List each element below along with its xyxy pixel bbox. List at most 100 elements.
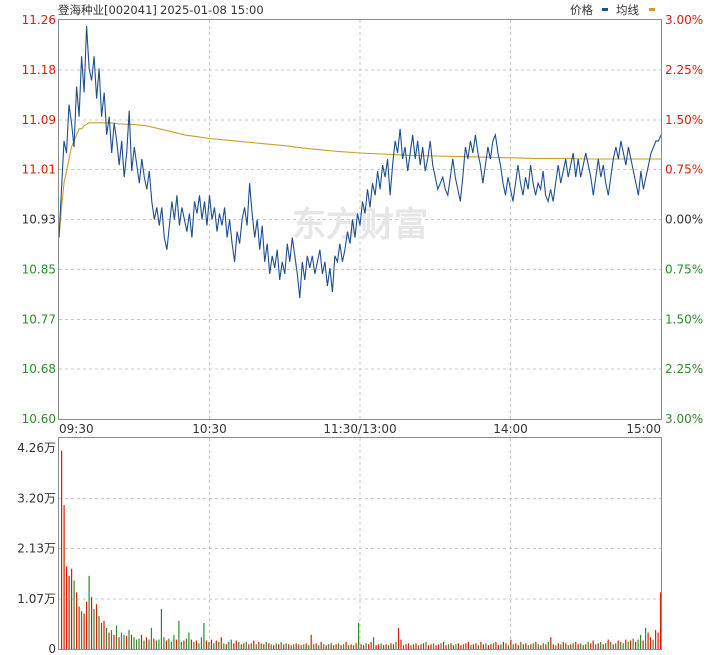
volume-bar bbox=[330, 643, 332, 649]
volume-bar bbox=[238, 641, 240, 649]
volume-bar bbox=[447, 644, 450, 649]
volume-bar bbox=[345, 641, 347, 649]
volume-bar bbox=[577, 644, 579, 649]
price-tick-label: 10.77 bbox=[22, 312, 56, 326]
volume-bar bbox=[175, 639, 177, 649]
volume-bar bbox=[647, 632, 649, 649]
volume-bar bbox=[422, 643, 425, 649]
volume-bar bbox=[188, 632, 190, 649]
chart-title: 登海种业[002041] bbox=[58, 3, 157, 17]
volume-bar bbox=[512, 644, 514, 649]
volume-bar bbox=[383, 645, 385, 649]
volume-bar bbox=[530, 644, 532, 649]
volume-bar bbox=[270, 644, 272, 649]
volume-bar bbox=[545, 644, 547, 649]
volume-tick-label: 2.13万 bbox=[17, 542, 56, 556]
volume-bar bbox=[437, 644, 440, 649]
volume-bar bbox=[310, 634, 312, 649]
volume-bar bbox=[153, 638, 155, 649]
time-axis-labels: 09:30 10:30 11:30/13:00 14:00 15:00 bbox=[59, 422, 661, 436]
volume-bar bbox=[303, 644, 305, 649]
volume-bar bbox=[615, 643, 617, 649]
volume-bar bbox=[395, 641, 397, 649]
volume-bar bbox=[120, 632, 123, 649]
volume-bar bbox=[193, 641, 195, 649]
volume-bar bbox=[208, 641, 210, 649]
volume-bar bbox=[213, 643, 215, 649]
volume-bar bbox=[590, 643, 592, 649]
volume-bar bbox=[450, 643, 452, 649]
volume-tick-label: 4.26万 bbox=[17, 441, 56, 455]
volume-bar bbox=[460, 645, 462, 649]
volume-bar bbox=[100, 623, 103, 649]
volume-bar bbox=[260, 643, 262, 649]
volume-bar bbox=[195, 640, 197, 649]
volume-bar bbox=[652, 639, 654, 649]
volume-bar bbox=[285, 643, 287, 649]
volume-bar bbox=[620, 641, 622, 649]
volume-bar bbox=[63, 505, 65, 649]
volume-bar bbox=[66, 566, 68, 649]
volume-bar bbox=[323, 644, 325, 649]
pct-y-labels: 3.00% 2.25% 1.50% 0.75% 0.00% 0.75% 1.50% 2.25%… bbox=[665, 13, 703, 426]
volume-bar bbox=[258, 641, 260, 649]
volume-bars-layer bbox=[61, 450, 662, 649]
time-tick-label: 15:00 bbox=[626, 422, 661, 436]
volume-bar bbox=[265, 641, 267, 649]
volume-bar bbox=[560, 644, 562, 649]
volume-bar bbox=[597, 643, 599, 649]
volume-bar bbox=[500, 644, 502, 649]
volume-bar bbox=[160, 608, 162, 649]
volume-bar bbox=[138, 638, 140, 649]
volume-bar bbox=[76, 592, 78, 649]
volume-bar bbox=[532, 643, 534, 649]
volume-bar bbox=[225, 644, 227, 649]
volume-bar bbox=[412, 644, 415, 649]
volume-bar bbox=[505, 643, 507, 649]
volume-bar bbox=[295, 643, 297, 649]
volume-bar bbox=[507, 645, 509, 649]
volume-bar bbox=[630, 640, 632, 649]
volume-bar bbox=[328, 644, 330, 649]
price-y-labels: 11.26 11.18 11.09 11.01 10.93 10.85 10.77 10.68… bbox=[22, 13, 56, 426]
volume-bar bbox=[148, 639, 150, 649]
volume-bar bbox=[625, 639, 627, 649]
volume-bar bbox=[250, 643, 252, 649]
volume-bar bbox=[253, 640, 255, 649]
volume-bar bbox=[627, 641, 629, 649]
volume-bar bbox=[143, 640, 145, 649]
volume-bar bbox=[640, 634, 642, 649]
volume-bar bbox=[392, 644, 395, 649]
volume-bar bbox=[602, 644, 604, 649]
volume-bar bbox=[325, 645, 327, 649]
volume-bar bbox=[480, 641, 482, 649]
volume-bar bbox=[83, 613, 85, 649]
volume-bar bbox=[410, 645, 412, 649]
price-panel-frame bbox=[58, 19, 662, 420]
time-tick-label: 09:30 bbox=[59, 422, 94, 436]
volume-bar bbox=[622, 643, 624, 649]
volume-bar bbox=[113, 634, 115, 649]
volume-bar bbox=[482, 644, 484, 649]
volume-bar bbox=[210, 639, 212, 649]
pct-tick-label: 3.00% bbox=[665, 13, 703, 27]
volume-bar bbox=[570, 644, 572, 649]
volume-bar bbox=[462, 644, 464, 649]
volume-bar bbox=[235, 640, 237, 649]
volume-bar bbox=[527, 645, 529, 649]
price-tick-label: 11.26 bbox=[22, 13, 56, 27]
volume-bar bbox=[435, 645, 437, 649]
volume-bar bbox=[515, 643, 517, 649]
volume-bar bbox=[452, 645, 454, 649]
pct-tick-label: 0.00% bbox=[665, 213, 703, 227]
avg-line-layer bbox=[58, 122, 661, 238]
volume-bar bbox=[198, 643, 200, 649]
price-tick-label: 11.09 bbox=[22, 113, 56, 127]
volume-bar bbox=[240, 644, 242, 649]
volume-bar bbox=[305, 643, 307, 649]
volume-bar bbox=[587, 641, 589, 649]
volume-bar bbox=[380, 643, 382, 649]
volume-bar bbox=[158, 639, 160, 649]
volume-bar bbox=[650, 637, 652, 649]
